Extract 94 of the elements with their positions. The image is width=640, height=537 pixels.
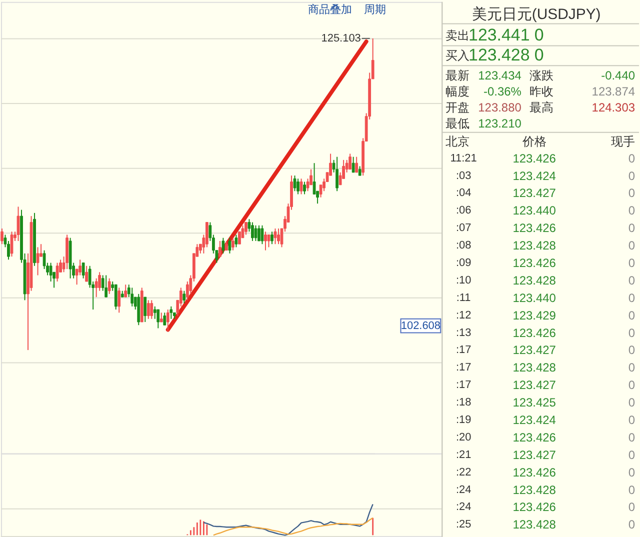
text: 123.441 <box>468 26 530 45</box>
text: 0 <box>628 448 636 462</box>
text: 0 <box>628 204 636 218</box>
text: 0 <box>628 151 636 166</box>
text: 123.428 <box>512 518 556 532</box>
text: 0 <box>628 413 636 428</box>
text: 123.426 <box>512 500 556 514</box>
text: 123.428 <box>512 360 556 375</box>
text: 开盘 <box>446 100 470 114</box>
text: 0 <box>628 500 636 514</box>
text: 123.427 <box>512 378 556 392</box>
text: 124.303 <box>592 100 636 114</box>
text: 123.429 <box>512 308 556 322</box>
text: 0 <box>628 221 636 236</box>
text: :07 <box>456 222 472 234</box>
text: :09 <box>456 257 472 270</box>
text: :17 <box>456 379 472 392</box>
text: :11 <box>456 292 471 304</box>
text: 商品叠加 <box>308 2 352 16</box>
text: 123.428 <box>512 482 556 497</box>
text: :21 <box>456 448 472 461</box>
text: 0 <box>628 482 636 497</box>
text: :03 <box>456 170 472 182</box>
text: 123.426 <box>512 256 556 270</box>
text: :17 <box>456 344 472 356</box>
text: 最高 <box>529 100 554 114</box>
text: -0.36% <box>483 84 522 99</box>
text: :24 <box>456 501 472 514</box>
text: :24 <box>456 484 472 496</box>
text: :12 <box>456 309 472 322</box>
text: 123.440 <box>512 290 556 305</box>
text: 11:21 <box>450 152 477 164</box>
text: 123.424 <box>512 413 556 428</box>
text: 123.426 <box>512 465 556 480</box>
text: 123.880 <box>478 100 522 114</box>
text: 123.874 <box>592 84 636 99</box>
annotation: 125.103 <box>321 32 361 44</box>
text: :19 <box>456 414 472 426</box>
text: :18 <box>456 396 472 409</box>
text: 昨收 <box>529 84 554 99</box>
text: 涨跌 <box>529 68 554 83</box>
text: 0 <box>628 168 636 183</box>
text: :08 <box>456 240 472 252</box>
category-label: 北京 <box>446 134 470 148</box>
text: :10 <box>456 274 472 286</box>
text: 0 <box>628 360 636 375</box>
text: 美元日元(USDJPY) <box>472 6 601 23</box>
text: 最低 <box>446 116 470 130</box>
text: 123.426 <box>512 430 556 444</box>
text: 买入 <box>446 48 470 63</box>
text: 0 <box>628 518 636 532</box>
text: 0 <box>628 290 636 305</box>
text: 0 <box>628 238 636 253</box>
text: 123.425 <box>512 396 556 410</box>
text: 0 <box>628 308 636 322</box>
text: 0 <box>534 26 544 45</box>
text: 123.427 <box>512 186 556 200</box>
text: 123.424 <box>512 168 556 183</box>
text: 123.426 <box>512 151 556 166</box>
text: 123.428 <box>468 46 530 65</box>
text: 123.428 <box>512 273 556 288</box>
text: :06 <box>456 204 472 217</box>
text: 周期 <box>364 4 386 16</box>
text: 0 <box>628 430 636 444</box>
text: 幅度 <box>446 84 470 99</box>
text: :22 <box>456 466 472 478</box>
text: 123.426 <box>512 221 556 236</box>
text: :13 <box>456 326 472 339</box>
text: -0.440 <box>601 68 636 83</box>
text: 0 <box>628 326 636 340</box>
text: 0 <box>628 256 636 270</box>
text: 0 <box>628 273 636 288</box>
text: 123.427 <box>512 343 556 358</box>
text: :17 <box>456 362 472 374</box>
text: :25 <box>456 518 472 531</box>
text: 卖出 <box>446 28 470 43</box>
text: 123.427 <box>512 448 556 462</box>
text: 123.428 <box>512 238 556 253</box>
text: :20 <box>456 431 472 444</box>
text: 123.426 <box>512 326 556 340</box>
category-label: 现手 <box>611 134 636 148</box>
text: 最新 <box>446 68 470 83</box>
text: 0 <box>628 186 636 200</box>
text: 123.210 <box>478 116 522 130</box>
text: :04 <box>456 187 472 200</box>
text: 0 <box>628 465 636 480</box>
text: 0 <box>628 343 636 358</box>
text: 0 <box>628 396 636 410</box>
text: 123.434 <box>478 68 522 83</box>
text: 102.608 <box>400 320 440 332</box>
text: 0 <box>628 378 636 392</box>
category-label: 价格 <box>521 134 546 148</box>
text: 0 <box>534 46 544 65</box>
text: 123.440 <box>512 204 556 218</box>
